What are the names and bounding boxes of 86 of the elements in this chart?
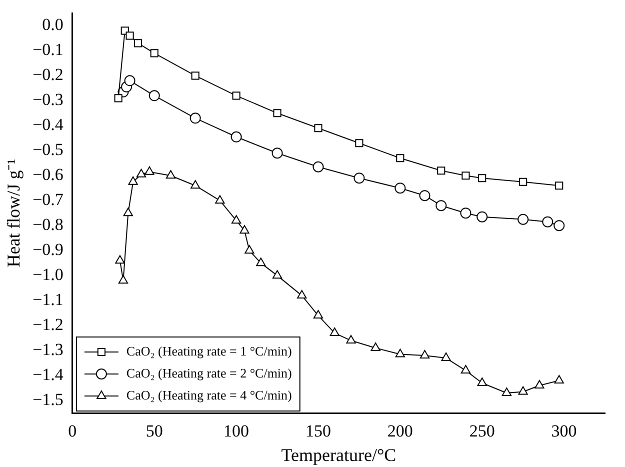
x-tick-label: 250 bbox=[469, 422, 495, 441]
point bbox=[477, 378, 487, 386]
point bbox=[256, 258, 266, 266]
y-tick-label: −1.4 bbox=[32, 364, 64, 384]
x-tick-label: 200 bbox=[387, 422, 413, 441]
y-axis-title: Heat flow/J g⁻¹ bbox=[4, 158, 24, 268]
point bbox=[215, 195, 225, 204]
point bbox=[396, 154, 404, 162]
x-tick-label: 150 bbox=[305, 422, 331, 441]
point bbox=[190, 180, 200, 189]
point bbox=[134, 39, 142, 48]
point bbox=[346, 335, 356, 344]
y-tick-label: −1.5 bbox=[32, 390, 64, 409]
point bbox=[460, 208, 472, 219]
y-tick-label: −0.2 bbox=[32, 65, 64, 84]
point bbox=[518, 214, 529, 225]
point bbox=[190, 112, 201, 124]
point bbox=[330, 328, 340, 336]
legend-label: CaO₂ (Heating rate = 1 °C/min) bbox=[126, 343, 292, 358]
point bbox=[502, 388, 512, 396]
point bbox=[191, 72, 200, 80]
y-tick-label: −0.6 bbox=[32, 165, 64, 184]
y-tick-label: −0.9 bbox=[32, 240, 64, 260]
point bbox=[144, 166, 154, 175]
point bbox=[297, 290, 307, 299]
x-axis-title: Temperature/°C bbox=[281, 444, 396, 465]
point bbox=[370, 342, 380, 352]
point bbox=[394, 182, 406, 194]
point bbox=[115, 255, 125, 264]
point bbox=[478, 174, 486, 182]
point bbox=[150, 49, 158, 58]
y-tick-label: −1.2 bbox=[32, 315, 64, 334]
point bbox=[534, 380, 544, 389]
point bbox=[355, 139, 364, 148]
x-tick-label: 300 bbox=[551, 422, 577, 441]
point bbox=[314, 124, 322, 132]
y-tick-label: 0.0 bbox=[42, 15, 64, 34]
point bbox=[126, 32, 134, 40]
y-tick-label: −1.1 bbox=[32, 290, 64, 310]
point bbox=[148, 90, 160, 102]
point bbox=[244, 245, 254, 254]
point bbox=[441, 352, 451, 362]
point bbox=[136, 168, 146, 178]
point bbox=[420, 350, 430, 359]
point bbox=[554, 375, 564, 384]
y-tick-label: −1.0 bbox=[32, 265, 64, 284]
point bbox=[128, 176, 138, 185]
point bbox=[272, 270, 282, 279]
y-tick-label: −0.7 bbox=[32, 190, 64, 210]
point bbox=[542, 216, 554, 228]
y-tick-label: −1.3 bbox=[32, 340, 64, 359]
point bbox=[273, 109, 282, 118]
point bbox=[354, 172, 365, 184]
point bbox=[460, 365, 471, 374]
legend-label: CaO₂ (Heating rate = 4 °C/min) bbox=[126, 387, 292, 402]
x-tick-label: 0 bbox=[68, 422, 77, 441]
point bbox=[519, 178, 528, 186]
point bbox=[232, 92, 240, 100]
point bbox=[436, 200, 447, 212]
point bbox=[118, 275, 128, 284]
point bbox=[554, 220, 565, 232]
y-tick-label: −0.5 bbox=[32, 140, 64, 160]
point bbox=[231, 215, 242, 224]
y-tick-label: −0.4 bbox=[32, 115, 64, 134]
point bbox=[437, 166, 446, 175]
point bbox=[419, 190, 430, 202]
point bbox=[555, 182, 564, 190]
point bbox=[272, 148, 283, 159]
point bbox=[476, 211, 488, 222]
point bbox=[114, 94, 122, 102]
x-tick-label: 50 bbox=[146, 422, 163, 441]
point bbox=[230, 131, 242, 142]
y-tick-label: −0.3 bbox=[32, 90, 64, 110]
point bbox=[518, 386, 528, 395]
point bbox=[123, 208, 133, 216]
point bbox=[166, 170, 176, 179]
point bbox=[124, 75, 136, 86]
y-tick-label: −0.1 bbox=[32, 40, 64, 60]
legend-label: CaO₂ (Heating rate = 2 °C/min) bbox=[126, 365, 292, 380]
point bbox=[312, 161, 324, 172]
point bbox=[313, 310, 324, 319]
point bbox=[240, 225, 250, 234]
point bbox=[395, 348, 405, 358]
y-tick-label: −0.8 bbox=[32, 215, 64, 234]
point bbox=[462, 172, 470, 180]
x-tick-label: 100 bbox=[224, 422, 250, 441]
